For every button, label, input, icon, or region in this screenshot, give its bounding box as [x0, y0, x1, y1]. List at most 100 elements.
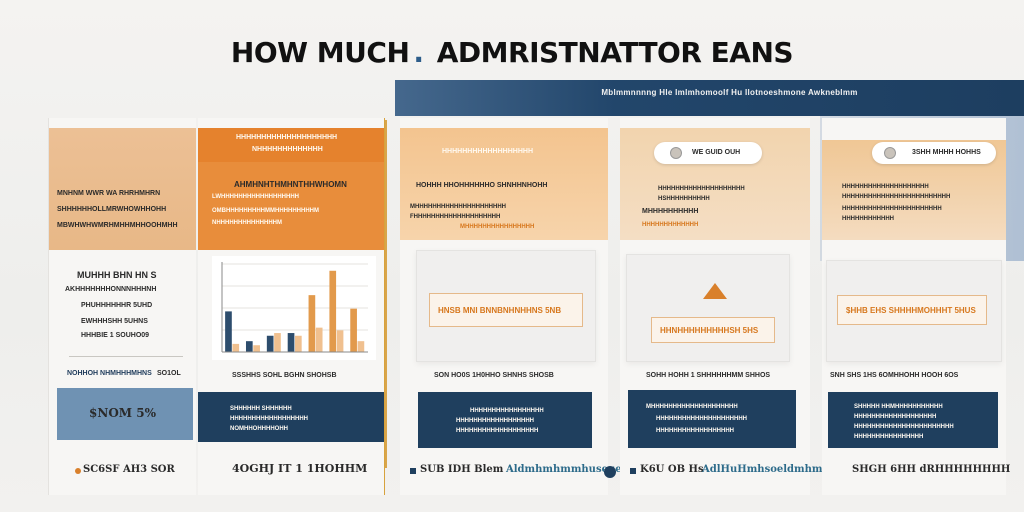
- chart-bar: [245, 341, 253, 352]
- column-4: HHHHHHHHHHHHHHHHHHHH HSHHHHHHHHHH MHHHHH…: [620, 118, 844, 495]
- column-5: HHHHHHHHHHHHHHHHHHHH HHHHHHHHHHHHHHHHHHH…: [822, 118, 1010, 495]
- col5-header-line-4: HHHHHHHHHHHH: [842, 216, 894, 222]
- col5-header-line-3: HHHHHHHHHHHHHHHHHHHHHHH: [842, 206, 942, 212]
- chart-bar-secondary: [357, 341, 365, 352]
- chart-bar-secondary: [253, 345, 260, 352]
- col1-footer-bullet-icon: [75, 468, 81, 474]
- col3-navy-box: HHHHHHHHHHHHHHHHH HHHHHHHHHHHHHHHHHH HHH…: [418, 392, 592, 448]
- col4-inner-box: HHNHHHHHHHHHSH 5HS: [651, 317, 775, 343]
- col5-navy-line-3: HHHHHHHHHHHHHHHHHHHHHHH: [854, 424, 954, 430]
- col2-navy-box: SHHHHHH SHHHHHH HHHHHHHHHHHHHHHHHH NOMHH…: [198, 392, 384, 442]
- chart-bar-secondary: [295, 335, 302, 352]
- col3-footer-b: Aldmhmhmmhuseues: [506, 464, 628, 475]
- col1-stat-4: EWHHHSHH 5UHNS: [81, 318, 148, 325]
- col4-navy-line-2: HHHHHHHHHHHHHHHHHHHHH: [656, 416, 747, 422]
- col2-chart-caption: SSSHHS SOHL BGHN SHOHSB: [232, 372, 337, 379]
- col2-header-line-2: NHHHHHHHHHHHHH: [252, 146, 323, 153]
- col1-price-box: $NOM 5%: [57, 388, 193, 440]
- col5-panel: $HHB EHS SHHHHMOHHHT 5HUS: [826, 260, 1002, 362]
- col1-stat-2: AKHHHHHHHONNNHHHNH: [65, 286, 157, 293]
- col3-body-line-2: FHHHHHHHHHHHHHHHHHHHH: [410, 214, 501, 220]
- column-2-accent-line: [385, 120, 387, 468]
- chart-bar-secondary: [315, 327, 323, 352]
- column-1: MNHNM WWR WA RHRHMHRN SHHHHHHOLLMRWHOWHH…: [48, 118, 196, 495]
- col3-footer-bullet-icon: [410, 468, 416, 474]
- col2-navy-line-2: HHHHHHHHHHHHHHHHHH: [230, 416, 308, 422]
- chart-bar-secondary: [336, 330, 344, 352]
- col3-subtitle: HOHHH HHOHHHHHHO SHNHHNHOHH: [416, 182, 548, 189]
- column-2: HHHHHHHHHHHHHHHHHHHH NHHHHHHHHHHHHH AHMH…: [198, 118, 384, 495]
- col2-body-line-2: OMBHHHHHHHHHMMHHHHHHHHHM: [212, 208, 319, 214]
- bar-chart: [212, 256, 376, 360]
- column-2-body-header: AHMHNHTHMHNTHHWHOMN LWHHHHHHHHHHHHHHHHHH…: [198, 162, 384, 250]
- col4-navy-line-3: HHHHHHHHHHHHHHHHHH: [656, 428, 734, 434]
- col4-panel: HHNHHHHHHHHHSH 5HS: [626, 254, 790, 362]
- column-1-header: MNHNM WWR WA RHRHMHRN SHHHHHHOLLMRWHOWHH…: [49, 128, 196, 250]
- col1-header-line-1: MNHNM WWR WA RHRHMHRN: [57, 190, 161, 197]
- col5-navy-line-1: SHHHHH HHMHHHHHHHHHHH: [854, 404, 943, 410]
- col5-stat-line: SNH SHS 1HS 6OMHHOHH HOOH 6OS: [830, 372, 959, 379]
- column-2-header: HHHHHHHHHHHHHHHHHHHH NHHHHHHHHHHHHH: [198, 128, 384, 162]
- col4-footer-a: K6U OB Hs: [640, 464, 704, 475]
- chart-bar: [225, 311, 232, 352]
- chart-bar-secondary: [274, 333, 281, 352]
- title-part1: HOW MUCH: [230, 36, 410, 69]
- col3-col4-connector-dot: [604, 466, 616, 478]
- title-dot: .: [413, 36, 424, 69]
- col4-header-line-2: HSHHHHHHHHHH: [658, 196, 710, 202]
- chart-bar: [287, 333, 295, 352]
- col5-footer: SHGH 6HH dRHHHHHHHH: [852, 464, 1011, 475]
- col5-inner-box: $HHB EHS SHHHHMOHHHT 5HUS: [837, 295, 987, 325]
- col2-navy-line-3: NOMHHOHHHHOHH: [230, 426, 288, 432]
- col3-stat-line: SON HO0S 1H0HHO SHNHS SHOSB: [434, 372, 554, 379]
- col1-stat-5: HHHBIE 1 SOUHO09: [81, 332, 150, 339]
- col4-navy-line-1: MHHHHHHHHHHHHHHHHHHHH: [646, 404, 738, 410]
- col1-link-value: SO1OL: [157, 370, 181, 377]
- col2-footer: 4OGHJ IT 1 1HOHHM: [232, 462, 368, 475]
- col2-body-line-3: NHHHHHHHHHHHHHHM: [212, 220, 282, 226]
- col3-navy-line-3: HHHHHHHHHHHHHHHHHHH: [456, 428, 539, 434]
- col4-navy-box: MHHHHHHHHHHHHHHHHHHHH HHHHHHHHHHHHHHHHHH…: [628, 390, 796, 448]
- col4-body-line-2: HHHHHHHHHHHHH: [642, 222, 699, 228]
- col2-header-line-1: HHHHHHHHHHHHHHHHHHHH: [236, 134, 338, 141]
- col3-navy-line-1: HHHHHHHHHHHHHHHHH: [470, 408, 544, 414]
- col5-navy-line-2: HHHHHHHHHHHHHHHHHHH: [854, 414, 937, 420]
- page-title: HOW MUCH. ADMRISTNATTOR EANS: [0, 36, 1024, 69]
- col4-pill-text: WE GUID OUH: [692, 149, 741, 156]
- col5-header-line-2: HHHHHHHHHHHHHHHHHHHHHHHHH: [842, 194, 951, 200]
- col4-pill-knob-icon: [670, 147, 682, 159]
- warning-triangle-icon: [703, 283, 727, 299]
- col3-inner-box: HNSB MNI BNNBNHNHHNS 5NB: [429, 293, 583, 327]
- chart-bar-secondary: [232, 343, 240, 352]
- col4-footer-b: AdlHuHmhsoeldmhmmat: [702, 464, 845, 475]
- col4-pill[interactable]: WE GUID OUH: [654, 142, 762, 164]
- col2-navy-line-1: SHHHHHH SHHHHHH: [230, 406, 292, 412]
- col5-pill-text: 3SHH MHHH HOHHS: [912, 149, 981, 156]
- col5-pill[interactable]: 3SHH MHHH HOHHS: [872, 142, 996, 164]
- column-3-header: HHHHHHHHHHHHHHHHHH HOHHH HHOHHHHHHO SHNH…: [400, 128, 608, 240]
- col1-price: $NOM 5%: [89, 406, 156, 420]
- title-part2: ADMRISTNATTOR EANS: [436, 36, 794, 69]
- chart-bar: [329, 270, 337, 352]
- col5-navy-line-4: HHHHHHHHHHHHHHHH: [854, 434, 924, 440]
- col3-body-line-3: MHHHHHHHHHHHHHHHH: [460, 224, 535, 230]
- top-banner: Mblmmnnnng Hle Imlmhomoolf Hu Ilotnoeshm…: [395, 80, 1024, 116]
- col4-header-line-1: HHHHHHHHHHHHHHHHHHHH: [658, 186, 745, 192]
- col3-body-line-1: MHHHHHHHHHHHHHHHHHHHHH: [410, 204, 506, 210]
- col5-pill-knob-icon: [884, 147, 896, 159]
- col1-divider: [69, 356, 183, 357]
- col3-navy-line-2: HHHHHHHHHHHHHHHHHH: [456, 418, 534, 424]
- col1-stat-1: MUHHH BHN HN S: [77, 270, 157, 280]
- col5-header-line-1: HHHHHHHHHHHHHHHHHHHH: [842, 184, 929, 190]
- col4-stat-line: SOHH HOHH 1 SHHHHHHMM SHHOS: [646, 372, 771, 379]
- column-3: HHHHHHHHHHHHHHHHHH HOHHH HHOHHHHHHO SHNH…: [400, 118, 627, 495]
- col1-link[interactable]: NOHHOH NHMHHHMHNS: [67, 370, 152, 377]
- col3-box-label: HNSB MNI BNNBNHNHHNS 5NB: [438, 306, 562, 315]
- col4-footer-bullet-icon: [630, 468, 636, 474]
- col5-navy-box: SHHHHH HHMHHHHHHHHHHH HHHHHHHHHHHHHHHHHH…: [828, 392, 998, 448]
- col5-box-label: $HHB EHS SHHHHMOHHHT 5HUS: [846, 306, 976, 315]
- col3-header-line-1: HHHHHHHHHHHHHHHHHH: [442, 148, 533, 155]
- col1-stat-3: PHUHHHHHHR 5UHD: [81, 302, 153, 309]
- chart-bar: [266, 335, 274, 352]
- col2-body-line-1: LWHHHHHHHHHHHHHHHHHH: [212, 194, 299, 200]
